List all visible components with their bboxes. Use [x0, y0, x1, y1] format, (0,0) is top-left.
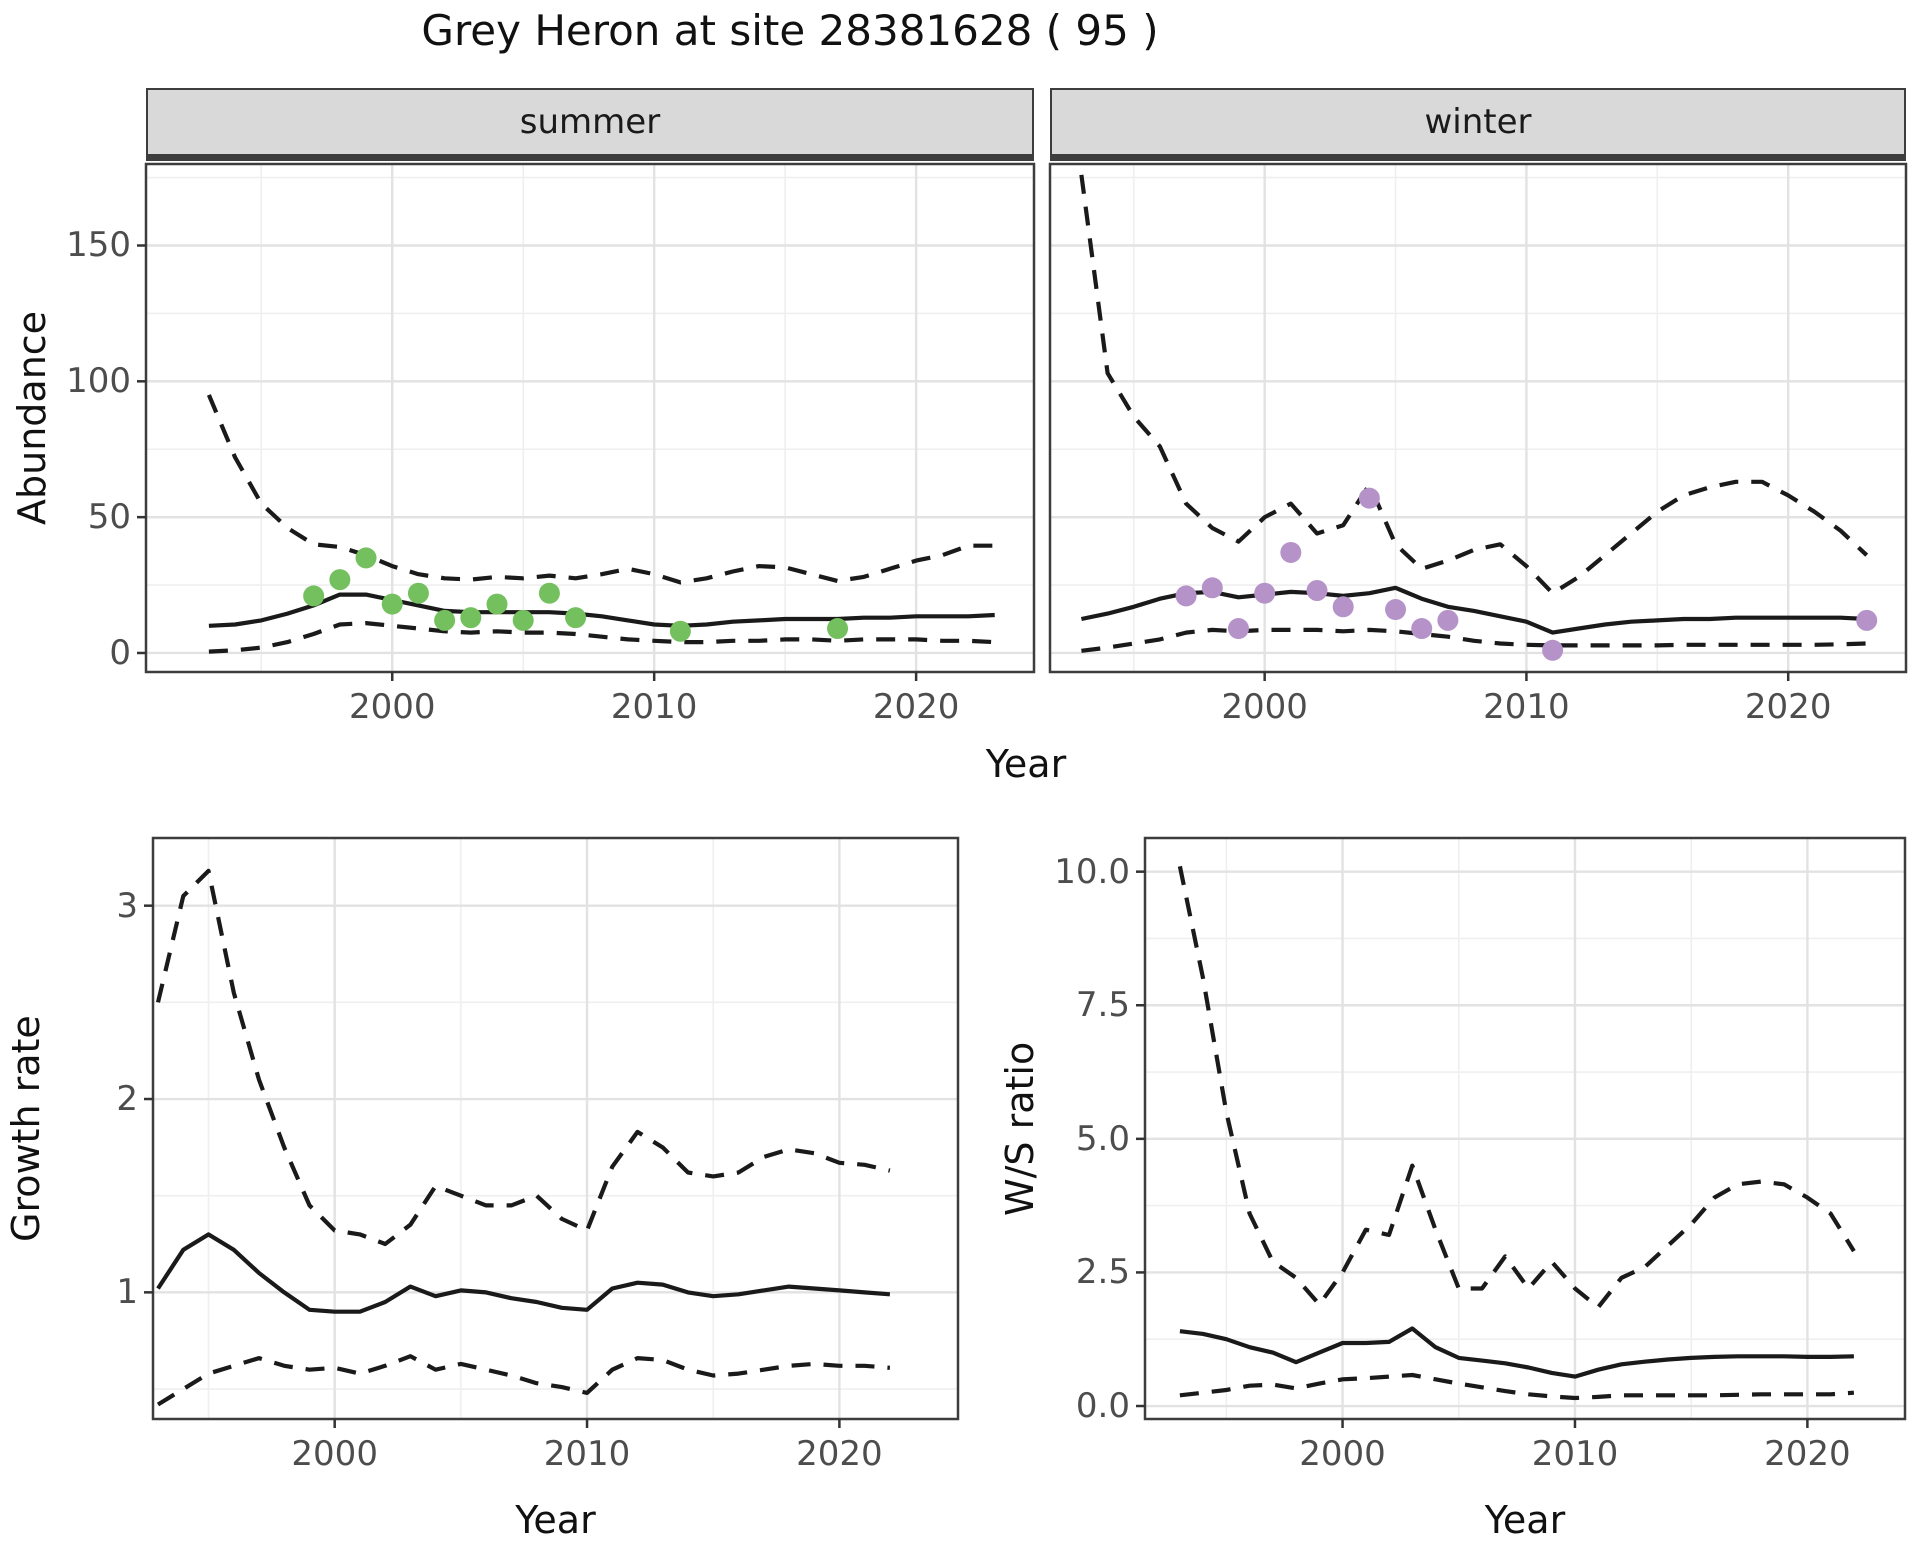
facet-strip-winter: winter [1050, 88, 1906, 161]
upper_95ci-line [1079, 174, 1869, 596]
x-tick-label: 2000 [291, 1434, 378, 1474]
lower_95ci-line [156, 1354, 891, 1407]
lower_95ci-line [1081, 627, 1867, 653]
panel-background [1050, 164, 1906, 672]
data-point [486, 593, 508, 615]
y-tick-label: 7.5 [1075, 985, 1130, 1026]
data-point [1385, 599, 1407, 621]
data-point [1358, 487, 1380, 509]
x-tick-label: 2020 [1744, 687, 1832, 727]
data-point [827, 618, 849, 640]
chart-svg-growth-rate [144, 836, 960, 1428]
y-tick-label: 100 [66, 361, 131, 402]
data-point [1856, 609, 1878, 631]
data-point [355, 547, 377, 569]
y-tick-label: 5.0 [1075, 1118, 1130, 1159]
y-tick-label: 3 [116, 885, 138, 926]
facet-strip-summer: summer [146, 88, 1034, 161]
panel-border [144, 162, 1036, 674]
data-point [1306, 580, 1328, 602]
x-tick-label: 2000 [1299, 1434, 1386, 1474]
x-tick-label: 2010 [610, 687, 698, 727]
upper_95ci-line [206, 394, 995, 585]
fit-line [208, 592, 995, 628]
data-point [512, 609, 534, 631]
panel-background [146, 164, 1034, 672]
x-tick-label: 2010 [1531, 1434, 1619, 1474]
data-point [1437, 609, 1459, 631]
y-tick-label: 150 [66, 225, 131, 266]
data-point [381, 593, 403, 615]
x-tick-label: 2020 [872, 687, 960, 727]
y-tick-label: 50 [87, 497, 131, 538]
data-point [1411, 618, 1433, 640]
x-tick-label: 2020 [1764, 1434, 1851, 1474]
data-point [460, 607, 482, 629]
facet-strip-winter-label: winter [1424, 102, 1532, 142]
panel-border [151, 836, 960, 1421]
data-point [329, 569, 351, 591]
chart-svg-abundance-summer [137, 162, 1036, 681]
data-point [1201, 577, 1223, 599]
panel-border [1048, 162, 1908, 674]
data-point [1542, 639, 1564, 661]
chart-svg-ws-ratio [1136, 836, 1907, 1428]
x-axis-title-year-top: Year [985, 742, 1067, 786]
data-point [1175, 585, 1197, 607]
x-tick-label: 2010 [543, 1434, 631, 1474]
data-point [1227, 618, 1249, 640]
lower_95ci-line [1179, 1372, 1855, 1401]
data-point [538, 582, 560, 604]
x-axis-title-year-ws: Year [1484, 1498, 1566, 1542]
x-tick-label: 2000 [348, 687, 436, 727]
fit-line [156, 1232, 891, 1314]
chart-svg-abundance-winter [1048, 162, 1908, 681]
panel-background [153, 838, 958, 1419]
facet-strip-summer-label: summer [519, 102, 661, 142]
data-point [1332, 596, 1354, 618]
x-tick-label: 2010 [1483, 687, 1570, 727]
panel-background [1145, 838, 1905, 1419]
y-tick-label: 0 [109, 632, 131, 673]
data-point [565, 607, 587, 629]
y-tick-label: 10.0 [1054, 851, 1130, 892]
page-title: Grey Heron at site 28381628 ( 95 ) [421, 6, 1159, 55]
data-point [1280, 541, 1302, 563]
x-axis-title-year-growth: Year [515, 1498, 596, 1542]
upper_95ci-line [155, 868, 891, 1247]
fit-line [1179, 1326, 1854, 1379]
x-tick-label: 2020 [796, 1434, 883, 1474]
data-point [1254, 582, 1276, 604]
y-tick-label: 2 [116, 1079, 138, 1119]
y-tick-label: 2.5 [1075, 1252, 1130, 1293]
data-point [669, 620, 691, 642]
data-point [303, 585, 325, 607]
y-tick-label: 0.0 [1075, 1386, 1130, 1426]
x-tick-label: 2000 [1221, 687, 1308, 727]
upper_95ci-line [1177, 865, 1856, 1310]
y-tick-label: 1 [116, 1272, 138, 1313]
lower_95ci-line [208, 621, 995, 654]
data-point [407, 582, 429, 604]
panel-border [1143, 836, 1907, 1421]
data-point [434, 609, 456, 631]
